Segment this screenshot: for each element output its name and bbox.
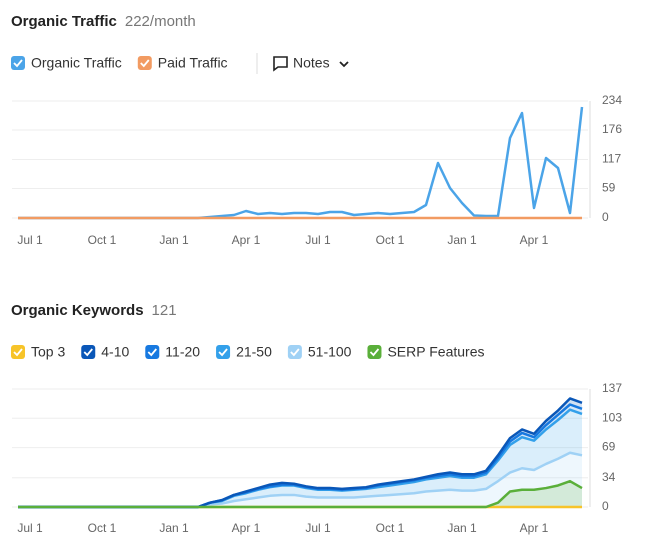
x-tick-label: Apr 1 — [232, 521, 261, 535]
legend-check — [147, 348, 157, 357]
x-tick-label: Oct 1 — [88, 521, 117, 535]
x-tick-label: Jan 1 — [447, 233, 477, 247]
chart-subtitle: 222/month — [125, 13, 196, 30]
area-fill — [18, 409, 582, 507]
legend-check — [13, 59, 23, 68]
y-tick-label: 0 — [602, 499, 609, 513]
y-tick-label: 34 — [602, 470, 616, 484]
legend-label: 4-10 — [101, 344, 129, 360]
x-tick-label: Oct 1 — [376, 233, 405, 247]
notes-chevron — [339, 61, 349, 68]
x-tick-label: Jan 1 — [159, 521, 189, 535]
legend-check — [369, 348, 380, 357]
legend-check — [13, 348, 23, 357]
chart-subtitle: 121 — [152, 302, 177, 319]
notes-icon — [273, 56, 288, 72]
legend-item[interactable]: Paid Traffic — [137, 55, 228, 71]
legend-check — [83, 348, 93, 357]
x-tick-label: Jan 1 — [447, 521, 477, 535]
legend-checkbox — [367, 345, 382, 359]
x-tick-label: Oct 1 — [88, 233, 117, 247]
legend-item[interactable]: Organic Traffic — [11, 55, 122, 71]
area-fill — [18, 452, 582, 507]
y-tick-label: 117 — [602, 152, 621, 166]
legend-item[interactable]: SERP Features — [367, 344, 484, 360]
legend-item[interactable]: 4-10 — [81, 344, 129, 360]
legend-checkbox — [81, 345, 96, 359]
legend-label: 51-100 — [308, 344, 352, 360]
x-tick-label: Jul 1 — [305, 521, 331, 535]
area-fill — [18, 481, 582, 507]
x-tick-label: Jan 1 — [159, 233, 189, 247]
series-line — [18, 479, 583, 509]
legend-item[interactable]: Top 3 — [11, 344, 65, 360]
legend-item[interactable]: 11-20 — [145, 344, 200, 360]
y-tick-label: 69 — [602, 440, 616, 454]
legend-checkbox — [145, 345, 160, 359]
legend-checkbox — [137, 56, 152, 70]
legend-checkbox — [11, 56, 25, 70]
x-tick-label: Jul 1 — [17, 233, 43, 247]
legend-label: Organic Traffic — [31, 55, 122, 71]
x-tick-label: Apr 1 — [520, 233, 549, 247]
legend-check — [218, 348, 228, 357]
y-tick-label: 59 — [602, 181, 616, 195]
y-tick-label: 0 — [602, 210, 609, 224]
legend-label: Paid Traffic — [158, 55, 228, 71]
legend-checkbox — [287, 345, 302, 359]
legend-checkbox — [216, 345, 231, 359]
x-tick-label: Jul 1 — [305, 233, 331, 247]
notes-button[interactable]: Notes — [273, 55, 349, 72]
legend-label: 21-50 — [236, 344, 272, 360]
x-tick-label: Oct 1 — [376, 521, 405, 535]
series-line — [18, 106, 584, 220]
legend-label: 11-20 — [165, 344, 200, 360]
legend-label: SERP Features — [387, 344, 484, 360]
x-tick-label: Apr 1 — [232, 233, 261, 247]
legend-check — [290, 348, 300, 357]
legend-checkbox — [11, 345, 25, 359]
y-tick-label: 176 — [602, 122, 622, 136]
notes-label[interactable]: Notes — [293, 55, 330, 71]
legend-item[interactable]: 51-100 — [287, 344, 352, 360]
chart-title: Organic Traffic — [11, 13, 117, 30]
y-tick-label: 137 — [602, 381, 622, 395]
legend-check — [140, 59, 150, 68]
y-tick-label: 103 — [602, 410, 622, 424]
x-tick-label: Jul 1 — [17, 521, 43, 535]
y-tick-label: 234 — [602, 93, 622, 107]
legend-label: Top 3 — [31, 344, 65, 360]
legend-item[interactable]: 21-50 — [216, 344, 272, 360]
chart-title: Organic Keywords — [11, 302, 144, 319]
x-tick-label: Apr 1 — [520, 521, 549, 535]
